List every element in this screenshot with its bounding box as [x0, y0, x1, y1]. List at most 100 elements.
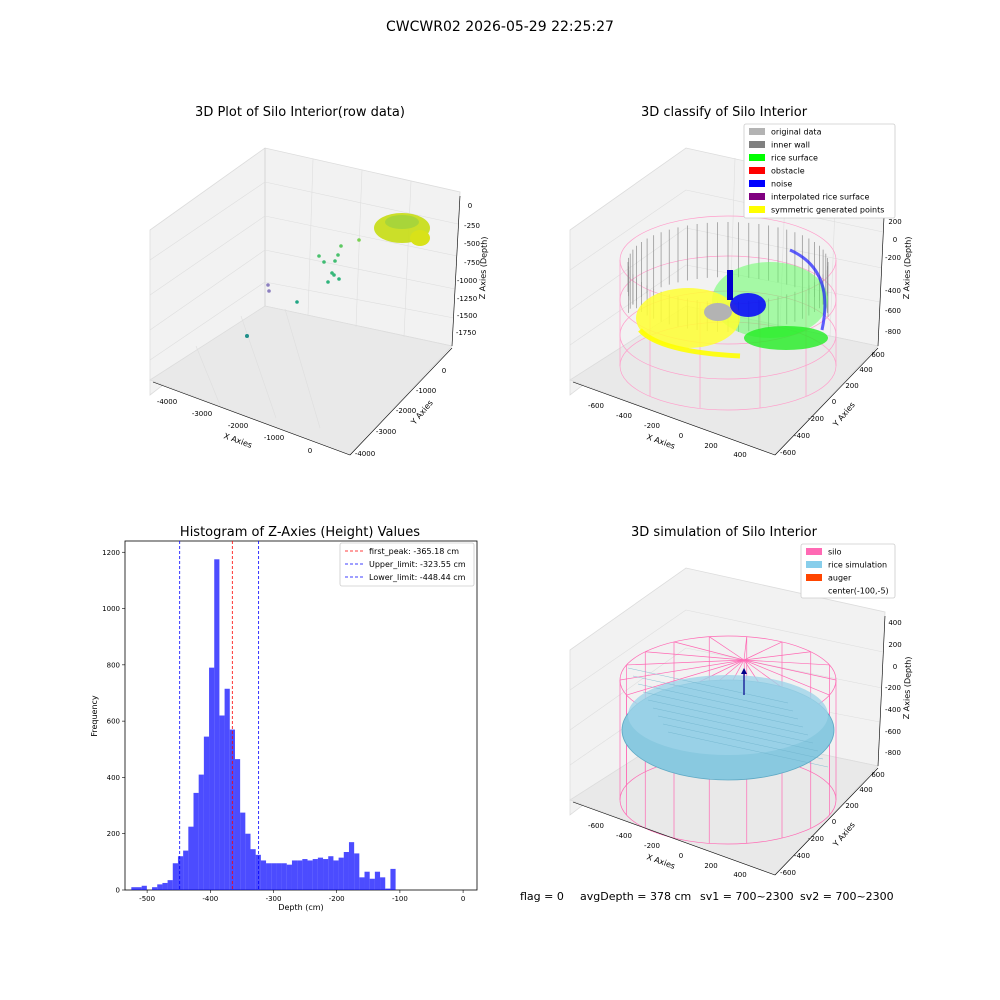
- classify-xtick: 400: [733, 451, 746, 459]
- raw-x-axis: [152, 381, 351, 456]
- histogram-bar: [209, 667, 215, 890]
- histogram-ytick-label: 800: [107, 661, 120, 669]
- raw-y-axis: [349, 347, 453, 456]
- simulation-rice-mesh-line: [637, 683, 799, 720]
- simulation-xlabel: X Axies: [645, 852, 676, 871]
- histogram-bar: [203, 736, 210, 890]
- simulation-legend-swatch: [806, 561, 822, 568]
- histogram-bar: [234, 759, 241, 890]
- simulation-rice-mesh-line: [647, 699, 809, 736]
- histogram-xtick-label: -100: [392, 895, 408, 903]
- simulation-xtick: 400: [733, 871, 746, 879]
- simulation-ztick: -800: [885, 749, 901, 757]
- classify-legend-swatch: [749, 180, 765, 187]
- raw-ztick: -250: [464, 222, 480, 230]
- classify-rice-surface-band: [744, 326, 828, 350]
- histogram-bar: [348, 842, 355, 890]
- simulation-ztick: -200: [885, 684, 901, 692]
- histogram-x-ticks: -500 -400 -300 -200 -100 0: [139, 890, 465, 903]
- simulation-xtick: -200: [644, 842, 660, 850]
- classify-legend-swatch: [749, 167, 765, 174]
- classify-noise-arc: [789, 248, 827, 331]
- raw-point: [336, 253, 340, 257]
- raw-xtick: 0: [308, 447, 312, 455]
- simulation-silo-spoke: [743, 659, 830, 696]
- simulation-y-axis: [774, 767, 879, 876]
- histogram-legend-box: [339, 542, 475, 587]
- classify-ytick: 600: [871, 351, 884, 359]
- simulation-rice-mesh-line: [627, 667, 789, 704]
- histogram-xtick-label: -300: [266, 895, 282, 903]
- simulation-legend-swatch: [806, 574, 822, 581]
- histogram-bar: [333, 860, 339, 890]
- simulation-xtick: -600: [588, 822, 604, 830]
- simulation-xtick: 200: [704, 862, 717, 870]
- simulation-silo-spoke: [743, 659, 830, 666]
- histogram-legend-label: Upper_limit: -323.55 cm: [369, 560, 466, 569]
- histogram-xtick-label: -400: [202, 895, 218, 903]
- histogram-bar: [317, 857, 324, 890]
- classify-legend-label: original data: [771, 128, 822, 137]
- histogram-bar: [291, 860, 298, 890]
- classify-xtick: 200: [704, 442, 717, 450]
- classify-xlabel: X Axies: [645, 432, 676, 451]
- raw-point: [267, 289, 271, 293]
- classify-ytick: 200: [845, 382, 858, 390]
- classify-legend-swatch: [749, 206, 765, 213]
- simulation-xtick: -400: [616, 832, 632, 840]
- raw-panel-title: 3D Plot of Silo Interior(row data): [195, 105, 405, 120]
- raw-xlabel: X Axies: [222, 431, 253, 450]
- classify-legend-swatch: [749, 193, 765, 200]
- histogram-bar: [302, 859, 308, 890]
- classify-xtick: -400: [616, 412, 632, 420]
- simulation-z-axis: [877, 615, 886, 767]
- histogram-xlabel: Depth (cm): [278, 903, 323, 912]
- raw-point: [333, 259, 337, 263]
- raw-point: [317, 254, 321, 258]
- simulation-legend-swatch: [806, 548, 822, 555]
- simulation-ytick: 600: [871, 771, 884, 779]
- simulation-silo-spoke: [743, 659, 837, 681]
- raw-ztick: -1000: [457, 277, 477, 285]
- classify-legend-swatch: [749, 154, 765, 161]
- simulation-silo-spoke: [626, 659, 745, 696]
- classify-ztick: -600: [885, 307, 901, 315]
- histogram-bar: [193, 792, 199, 890]
- raw-point: [339, 244, 343, 248]
- classify-original-center: [704, 303, 732, 321]
- classify-legend-label: noise: [771, 180, 792, 189]
- raw-point: [326, 280, 330, 284]
- raw-zlabel: Z Axies (Depth): [478, 236, 489, 299]
- simulation-xtick: 0: [679, 852, 683, 860]
- status-flag: flag = 0: [520, 890, 564, 903]
- classify-legend-label: obstacle: [771, 167, 805, 176]
- classify-legend-label: interpolated rice surface: [771, 193, 869, 202]
- classify-legend-label: rice surface: [771, 154, 818, 163]
- raw-ytick: 0: [442, 367, 446, 375]
- histogram-bar: [369, 878, 375, 890]
- histogram-bar: [229, 729, 235, 890]
- raw-ztick: -750: [464, 259, 480, 267]
- raw-point: [337, 277, 341, 281]
- histogram-legend: first_peak: -365.18 cm Upper_limit: -323.…: [339, 542, 475, 587]
- histogram-bar: [266, 863, 272, 890]
- histogram-legend-label: first_peak: -365.18 cm: [369, 547, 459, 556]
- raw-point: [357, 238, 361, 242]
- classify-ztick: -400: [885, 287, 901, 295]
- classify-legend-label: symmetric generated points: [771, 206, 884, 215]
- histogram-bar: [141, 885, 147, 890]
- raw-ring-inner: [385, 215, 419, 229]
- raw-xtick: -2000: [228, 422, 248, 430]
- histogram-bar: [136, 887, 142, 890]
- classify-ztick: -200: [885, 254, 901, 262]
- histogram-bar: [307, 860, 313, 890]
- classify-zlabel: Z Axies (Depth): [902, 236, 913, 299]
- raw-point: [295, 300, 299, 304]
- simulation-silo-spoke: [709, 636, 745, 661]
- histogram-bar: [172, 863, 178, 890]
- classify-ztick: -800: [885, 328, 901, 336]
- classify-panel-title: 3D classify of Silo Interior: [641, 105, 808, 120]
- raw-ytick: -3000: [376, 428, 396, 436]
- histogram-bar: [338, 857, 344, 890]
- histogram-bar: [167, 880, 173, 890]
